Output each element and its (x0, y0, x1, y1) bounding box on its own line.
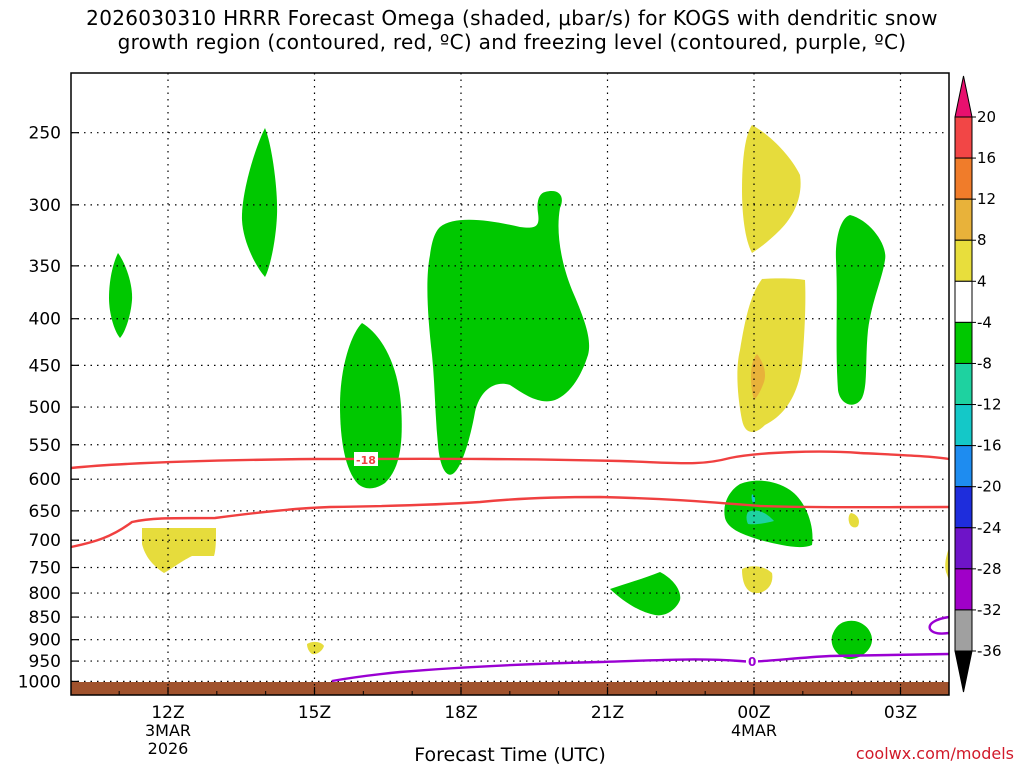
colorbar-label: 16 (977, 149, 996, 167)
y-tick-label: 850 (29, 608, 61, 628)
omega-blob-teal (746, 510, 774, 525)
colorbar-segment (954, 280, 973, 323)
colorbar-label: 8 (977, 231, 987, 249)
omega-blob-yellow (307, 641, 324, 655)
x-date-label: 4MAR (731, 721, 777, 740)
title-line-2: growth region (contoured, red, ºC) and f… (117, 30, 907, 54)
y-tick-label: 900 (29, 631, 61, 651)
colorbar-label: -20 (977, 478, 1002, 496)
omega-blob-green (340, 323, 402, 489)
colorbar-segment (954, 116, 973, 159)
colorbar-segment (954, 527, 973, 570)
omega-blob-yellow (742, 125, 801, 253)
colorbar-label: -16 (977, 437, 1002, 455)
omega-blob-green (835, 215, 886, 405)
omega-blob-yellow (848, 513, 860, 528)
omega-blob-green (724, 480, 813, 548)
terrain-ground (71, 682, 949, 695)
colorbar-label: -24 (977, 519, 1002, 537)
y-tick-label: 450 (29, 356, 61, 376)
y-tick-label: 750 (29, 559, 61, 579)
freezing-contour-label: 0 (748, 655, 756, 669)
y-tick-label: 950 (29, 652, 61, 672)
x-tick-label: 21Z (591, 703, 624, 723)
colorbar-segment (954, 362, 973, 406)
y-tick-label: 400 (29, 310, 61, 330)
x-tick-label: 03Z (884, 703, 917, 723)
colorbar-bottom-arrow (954, 650, 973, 693)
dendritic-contour-lower (70, 495, 950, 549)
colorbar-segment (954, 568, 973, 611)
y-tick-label: 500 (29, 398, 61, 418)
colorbar-segment (954, 609, 973, 652)
x-tick-label: 12Z (151, 703, 184, 723)
omega-blob-green (241, 128, 278, 277)
colorbar-segment (954, 321, 973, 364)
y-tick-label: 350 (29, 257, 61, 277)
omega-blob-green (427, 191, 590, 475)
x-date-label: 3MAR (145, 721, 191, 740)
y-tick-label: 800 (29, 584, 61, 604)
plot-area (71, 125, 949, 695)
omega-blob-yellow (742, 566, 773, 594)
colorbar: 20 16 12 8 4 -4 -8 -12 -16 -20 -24 -28 -32 -36 (954, 75, 1002, 693)
x-tick-label: 18Z (444, 703, 477, 723)
colorbar-segment (954, 157, 973, 200)
omega-blob-green (610, 572, 681, 616)
colorbar-top-arrow (954, 75, 973, 118)
y-tick-label: 700 (29, 531, 61, 551)
plot-frame (70, 72, 950, 696)
dendritic-label-bg (354, 452, 378, 466)
x-tick-label: 00Z (737, 703, 770, 723)
y-tick-label: 650 (29, 502, 61, 522)
colorbar-label: -4 (977, 313, 992, 331)
omega-blob-yellow (142, 528, 216, 573)
omega-blob-green (109, 253, 133, 338)
colorbar-label: -8 (977, 354, 992, 372)
title-line-1: 2026030310 HRRR Forecast Omega (shaded, … (86, 6, 938, 30)
colorbar-label: 20 (977, 108, 996, 126)
y-tick-label: 300 (29, 196, 61, 216)
omega-blob-yellow (737, 278, 806, 432)
colorbar-segment (954, 486, 973, 529)
y-tick-label: 1000 (18, 672, 61, 692)
colorbar-label: -36 (977, 642, 1002, 660)
colorbar-label: -12 (977, 396, 1002, 414)
x-year-label: 2026 (148, 739, 189, 758)
y-tick-label: 550 (29, 436, 61, 456)
omega-blob-yellow (945, 548, 949, 580)
colorbar-label: 12 (977, 190, 996, 208)
y-tick-label: 250 (29, 124, 61, 144)
contour-lines: -18 0 (70, 450, 950, 683)
colorbar-segment (954, 404, 973, 447)
freezing-label-bg (746, 655, 758, 668)
x-tick-label: 15Z (298, 703, 331, 723)
dendritic-contour-label: -18 (356, 454, 376, 467)
chart-title: 2026030310 HRRR Forecast Omega (shaded, … (0, 6, 1024, 54)
colorbar-segment (954, 198, 973, 241)
colorbar-segment (954, 239, 973, 282)
colorbar-segment (954, 445, 973, 488)
colorbar-label: -32 (977, 601, 1002, 619)
y-tick-label: 600 (29, 470, 61, 490)
freezing-contour-right (928, 615, 950, 635)
colorbar-label: 4 (977, 272, 987, 290)
freezing-contour (331, 652, 950, 683)
dendritic-contour-upper (70, 450, 950, 470)
x-axis-label: Forecast Time (UTC) (414, 744, 606, 766)
colorbar-label: -28 (977, 560, 1002, 578)
y-axis: 250 300 350 400 450 500 550 600 650 700 750 800 850 9… (18, 124, 61, 693)
source-credit: coolwx.com/models (855, 744, 1014, 763)
